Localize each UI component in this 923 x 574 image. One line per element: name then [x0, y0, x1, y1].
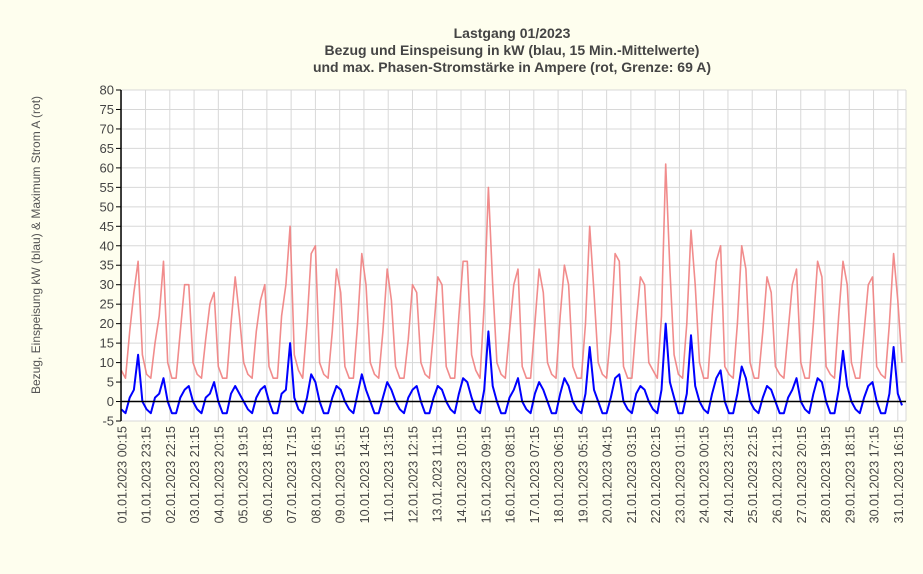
y-tick-label: 25 — [100, 297, 114, 312]
y-tick-label: 15 — [100, 336, 114, 351]
chart-title-line-2: Bezug und Einspeisung in kW (blau, 15 Mi… — [325, 42, 700, 58]
x-tick-label: 12.01.2023 12:15 — [406, 426, 420, 523]
y-tick-label: 70 — [100, 121, 114, 136]
y-tick-label: 75 — [100, 102, 114, 117]
x-tick-label: 26.01.2023 21:15 — [770, 426, 784, 523]
y-tick-label: 80 — [100, 83, 114, 98]
x-tick-label: 24.01.2023 00:15 — [698, 426, 712, 523]
x-tick-label: 22.01.2023 02:15 — [649, 426, 663, 523]
series-line-power-blue — [120, 322, 903, 415]
chart-title-line-3: und max. Phasen-Stromstärke in Ampere (r… — [313, 59, 711, 75]
y-tick-label: 35 — [100, 258, 114, 273]
y-tick-label: -5 — [102, 414, 114, 429]
x-tick-label: 09.01.2023 15:15 — [334, 426, 348, 523]
y-tick-label: 65 — [100, 141, 114, 156]
x-tick-label: 25.01.2023 22:15 — [746, 426, 760, 523]
x-tick-label: 01.01.2023 23:15 — [140, 426, 154, 523]
x-tick-label: 11.01.2023 13:15 — [382, 426, 396, 522]
y-axis-label: Bezug, Einspeisung kW (blau) & Maximum S… — [29, 96, 43, 394]
x-tick-label: 01.01.2023 00:15 — [115, 426, 129, 523]
x-tick-label: 21.01.2023 03:15 — [625, 426, 639, 523]
x-tick-label: 23.01.2023 01:15 — [673, 426, 687, 523]
x-tick-label: 05.01.2023 19:15 — [237, 426, 251, 523]
x-tick-label: 08.01.2023 16:15 — [309, 426, 323, 523]
y-tick-label: 55 — [100, 180, 114, 195]
y-tick-label: 60 — [100, 160, 114, 175]
x-tick-label: 18.01.2023 06:15 — [552, 426, 566, 523]
x-axis-ticks: 01.01.2023 00:15 01.01.2023 23:15 02.01.20… — [115, 426, 906, 523]
x-tick-label: 15.01.2023 09:15 — [479, 426, 493, 523]
y-tick-label: 45 — [100, 219, 114, 234]
x-tick-label: 07.01.2023 17:15 — [285, 426, 299, 523]
plot-area — [121, 90, 906, 421]
y-tick-label: 20 — [100, 316, 114, 331]
x-tick-label: 19.01.2023 05:15 — [576, 426, 590, 523]
y-tick-label: 50 — [100, 199, 114, 214]
y-tick-label: 30 — [100, 277, 114, 292]
x-tick-label: 28.01.2023 19:15 — [819, 426, 833, 523]
y-tick-label: 0 — [107, 394, 114, 409]
y-axis-ticks: -5 0 5 10 15 20 25 30 35 40 45 50 55 60 65 70 75 80 — [100, 83, 121, 429]
chart-title-line-1: Lastgang 01/2023 — [454, 25, 571, 41]
x-tick-label: 31.01.2023 16:15 — [892, 426, 906, 523]
x-tick-label: 16.01.2023 08:15 — [504, 426, 518, 523]
x-tick-label: 03.01.2023 21:15 — [188, 426, 202, 523]
x-tick-label: 06.01.2023 18:15 — [261, 426, 275, 523]
x-tick-label: 30.01.2023 17:15 — [868, 426, 882, 523]
y-tick-label: 40 — [100, 238, 114, 253]
x-tick-label: 29.01.2023 18:15 — [843, 426, 857, 523]
x-tick-label: 04.01.2023 20:15 — [212, 426, 226, 523]
x-tick-label: 17.01.2023 07:15 — [528, 426, 542, 523]
x-tick-label: 14.01.2023 10:15 — [455, 426, 469, 523]
series-line-current-red — [120, 163, 903, 380]
x-tick-label: 27.01.2023 20:15 — [795, 426, 809, 523]
x-tick-label: 20.01.2023 04:15 — [601, 426, 615, 523]
y-tick-label: 5 — [107, 375, 114, 390]
y-tick-label: 10 — [100, 355, 114, 370]
x-tick-label: 13.01.2023 11:15 — [431, 426, 445, 522]
x-tick-label: 02.01.2023 22:15 — [164, 426, 178, 523]
x-tick-label: 10.01.2023 14:15 — [358, 426, 372, 523]
series-layer — [120, 163, 903, 415]
x-tick-label: 24.01.2023 23:15 — [722, 426, 736, 523]
